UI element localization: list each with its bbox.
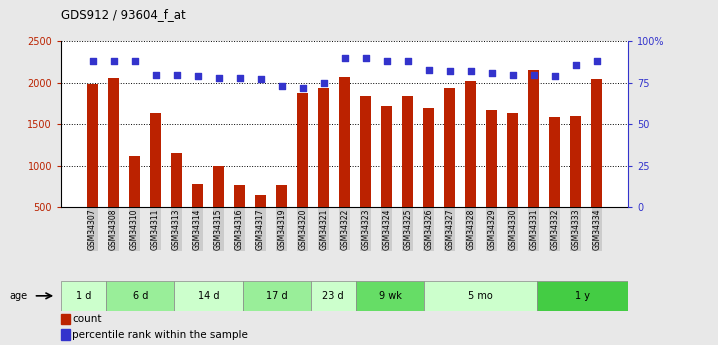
- Bar: [234, 186, 246, 207]
- Point: [507, 72, 518, 77]
- Text: 17 d: 17 d: [266, 291, 287, 301]
- Bar: [61, 281, 106, 310]
- Point: [108, 59, 119, 64]
- Point: [150, 72, 162, 77]
- Point: [423, 67, 434, 72]
- Bar: [444, 88, 455, 207]
- Point: [87, 59, 98, 64]
- Bar: [213, 166, 225, 207]
- Text: age: age: [9, 291, 27, 301]
- Text: percentile rank within the sample: percentile rank within the sample: [73, 330, 248, 340]
- Bar: [243, 281, 311, 310]
- Text: 5 mo: 5 mo: [468, 291, 493, 301]
- Point: [591, 59, 602, 64]
- Point: [465, 68, 477, 74]
- Bar: [339, 77, 350, 207]
- Bar: [61, 329, 70, 340]
- Bar: [570, 116, 582, 207]
- Point: [549, 73, 561, 79]
- Bar: [61, 314, 70, 324]
- Bar: [174, 281, 243, 310]
- Bar: [507, 112, 518, 207]
- Bar: [318, 88, 330, 207]
- Point: [570, 62, 582, 67]
- Text: 9 wk: 9 wk: [378, 291, 401, 301]
- Point: [171, 72, 182, 77]
- Point: [318, 80, 330, 86]
- Text: 1 d: 1 d: [76, 291, 91, 301]
- Point: [255, 77, 266, 82]
- Bar: [108, 78, 119, 207]
- Bar: [381, 106, 393, 207]
- Point: [234, 75, 246, 81]
- Bar: [549, 117, 561, 207]
- Text: 14 d: 14 d: [197, 291, 219, 301]
- Bar: [538, 281, 628, 310]
- Text: 1 y: 1 y: [575, 291, 590, 301]
- Bar: [402, 96, 414, 207]
- Point: [528, 72, 539, 77]
- Point: [297, 85, 308, 90]
- Bar: [591, 79, 602, 207]
- Bar: [423, 108, 434, 207]
- Text: 6 d: 6 d: [133, 291, 148, 301]
- Bar: [297, 93, 309, 207]
- Bar: [356, 281, 424, 310]
- Bar: [106, 281, 174, 310]
- Point: [402, 59, 414, 64]
- Point: [192, 73, 203, 79]
- Bar: [360, 96, 371, 207]
- Bar: [311, 281, 356, 310]
- Bar: [424, 281, 538, 310]
- Bar: [486, 110, 498, 207]
- Text: count: count: [73, 314, 102, 324]
- Bar: [150, 112, 162, 207]
- Bar: [465, 81, 477, 207]
- Point: [276, 83, 287, 89]
- Bar: [87, 85, 98, 207]
- Point: [360, 55, 371, 61]
- Bar: [192, 184, 203, 207]
- Bar: [276, 186, 287, 207]
- Point: [339, 55, 350, 61]
- Point: [381, 59, 393, 64]
- Bar: [255, 195, 266, 207]
- Bar: [171, 153, 182, 207]
- Bar: [528, 70, 539, 207]
- Point: [213, 75, 224, 81]
- Point: [444, 68, 455, 74]
- Point: [129, 59, 140, 64]
- Text: GDS912 / 93604_f_at: GDS912 / 93604_f_at: [61, 8, 186, 21]
- Point: [486, 70, 498, 76]
- Bar: [129, 157, 141, 207]
- Text: 23 d: 23 d: [322, 291, 344, 301]
